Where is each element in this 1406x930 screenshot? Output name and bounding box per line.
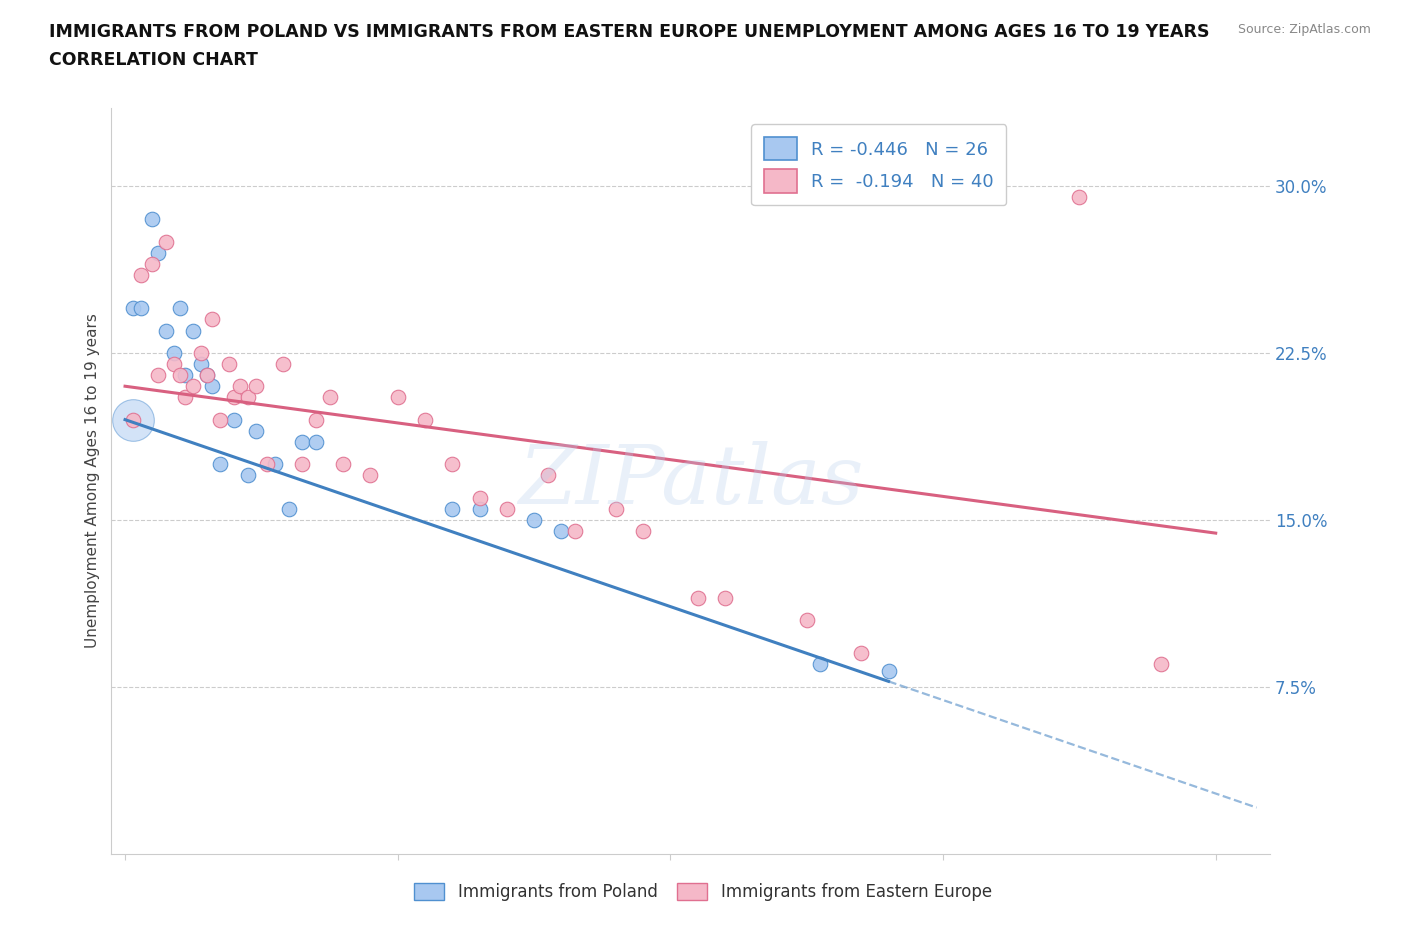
Point bbox=[413, 412, 436, 427]
Point bbox=[122, 412, 145, 427]
Point bbox=[359, 468, 381, 483]
Point bbox=[537, 468, 560, 483]
Point bbox=[169, 301, 191, 316]
Point bbox=[201, 312, 224, 326]
Point bbox=[195, 367, 218, 382]
Point bbox=[305, 434, 328, 449]
Text: ZIPatlas: ZIPatlas bbox=[517, 441, 863, 521]
Point bbox=[468, 490, 491, 505]
Point bbox=[163, 345, 186, 360]
Point bbox=[190, 356, 212, 371]
Point bbox=[631, 524, 654, 538]
Point bbox=[169, 367, 191, 382]
Legend: R = -0.446   N = 26, R =  -0.194   N = 40: R = -0.446 N = 26, R = -0.194 N = 40 bbox=[751, 125, 1007, 206]
Point bbox=[877, 664, 900, 679]
Point bbox=[851, 645, 873, 660]
Point bbox=[141, 257, 163, 272]
Text: CORRELATION CHART: CORRELATION CHART bbox=[49, 51, 259, 69]
Text: IMMIGRANTS FROM POLAND VS IMMIGRANTS FROM EASTERN EUROPE UNEMPLOYMENT AMONG AGES: IMMIGRANTS FROM POLAND VS IMMIGRANTS FRO… bbox=[49, 23, 1209, 41]
Point bbox=[155, 234, 177, 249]
Point bbox=[122, 412, 145, 427]
Point bbox=[495, 501, 517, 516]
Point bbox=[236, 390, 259, 405]
Point bbox=[181, 379, 204, 393]
Point bbox=[174, 367, 197, 382]
Point bbox=[387, 390, 409, 405]
Point bbox=[218, 356, 240, 371]
Point bbox=[245, 379, 267, 393]
Point bbox=[1069, 190, 1091, 205]
Point bbox=[256, 457, 278, 472]
Point bbox=[468, 501, 491, 516]
Legend: Immigrants from Poland, Immigrants from Eastern Europe: Immigrants from Poland, Immigrants from … bbox=[408, 876, 998, 908]
Point bbox=[796, 613, 818, 628]
Point bbox=[318, 390, 340, 405]
Point bbox=[441, 457, 464, 472]
Point bbox=[155, 323, 177, 338]
Point bbox=[245, 423, 267, 438]
Point bbox=[291, 457, 314, 472]
Point bbox=[209, 412, 232, 427]
Point bbox=[332, 457, 354, 472]
Point bbox=[201, 379, 224, 393]
Point bbox=[271, 356, 294, 371]
Point bbox=[441, 501, 464, 516]
Point bbox=[224, 412, 246, 427]
Y-axis label: Unemployment Among Ages 16 to 19 years: Unemployment Among Ages 16 to 19 years bbox=[86, 313, 100, 648]
Point bbox=[523, 512, 546, 527]
Point bbox=[131, 301, 153, 316]
Point bbox=[236, 468, 259, 483]
Point bbox=[714, 591, 737, 605]
Point bbox=[305, 412, 328, 427]
Point bbox=[190, 345, 212, 360]
Point bbox=[224, 390, 246, 405]
Point bbox=[808, 657, 831, 671]
Point bbox=[163, 356, 186, 371]
Point bbox=[1150, 657, 1173, 671]
Point bbox=[195, 367, 218, 382]
Point bbox=[686, 591, 709, 605]
Point bbox=[122, 301, 145, 316]
Text: Source: ZipAtlas.com: Source: ZipAtlas.com bbox=[1237, 23, 1371, 36]
Point bbox=[131, 268, 153, 283]
Point bbox=[181, 323, 204, 338]
Point bbox=[291, 434, 314, 449]
Point bbox=[564, 524, 586, 538]
Point bbox=[146, 246, 169, 260]
Point bbox=[550, 524, 572, 538]
Point bbox=[264, 457, 287, 472]
Point bbox=[209, 457, 232, 472]
Point bbox=[605, 501, 627, 516]
Point bbox=[141, 212, 163, 227]
Point bbox=[146, 367, 169, 382]
Point bbox=[174, 390, 197, 405]
Point bbox=[277, 501, 299, 516]
Point bbox=[228, 379, 250, 393]
